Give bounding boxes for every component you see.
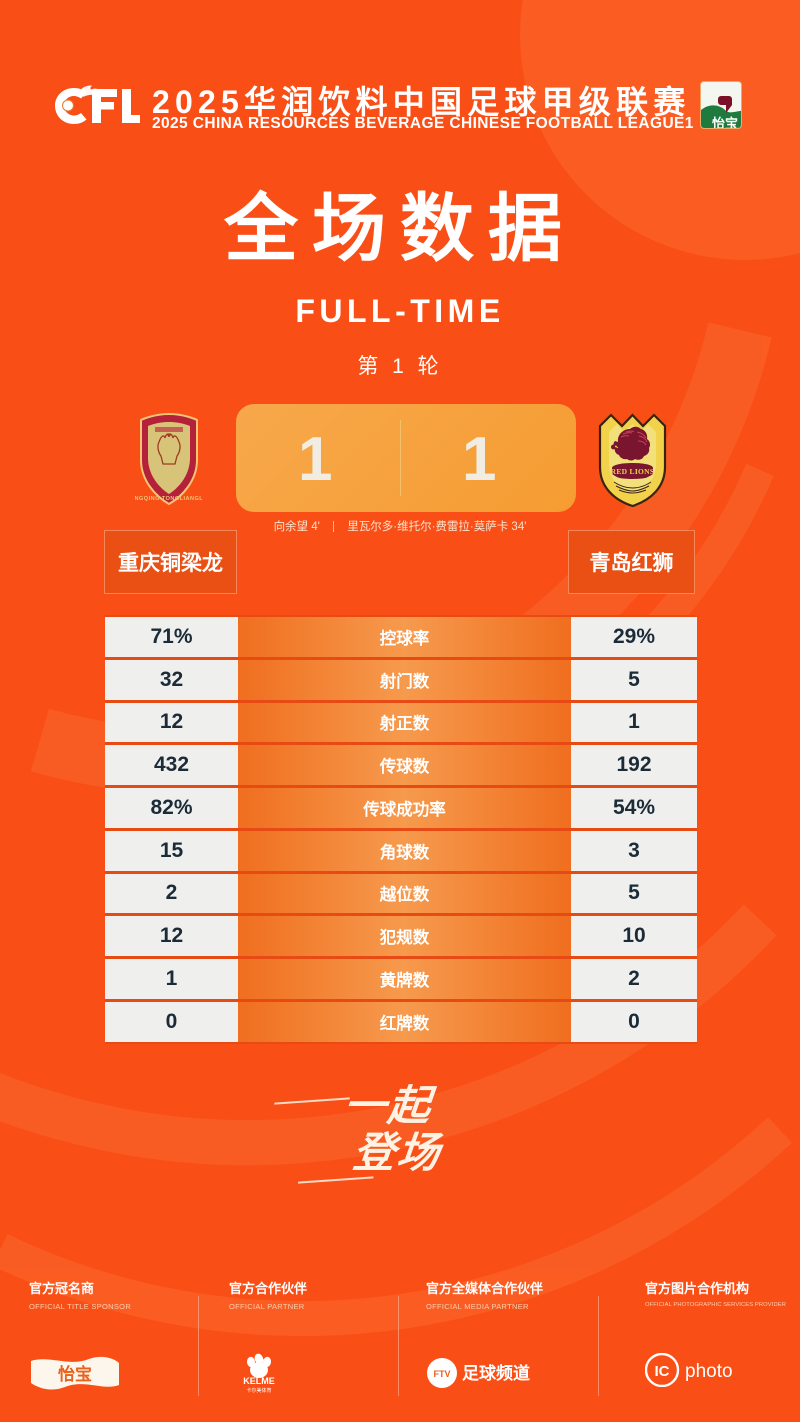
svg-text:怡宝: 怡宝 [712, 116, 738, 129]
svg-text:怡宝: 怡宝 [58, 1364, 92, 1384]
svg-text:FTV: FTV [434, 1369, 451, 1379]
svg-text:IC: IC [655, 1363, 670, 1380]
svg-text:足球频道: 足球频道 [462, 1363, 530, 1383]
svg-text:CHONGQING TONGLIANGLONG: CHONGQING TONGLIANGLONG [135, 496, 203, 502]
svg-text:RED LIONS: RED LIONS [611, 467, 655, 476]
svg-text:photo: photo [685, 1361, 733, 1382]
svg-text:KELME: KELME [243, 1376, 275, 1386]
svg-text:卡尔美体育: 卡尔美体育 [246, 1387, 271, 1394]
